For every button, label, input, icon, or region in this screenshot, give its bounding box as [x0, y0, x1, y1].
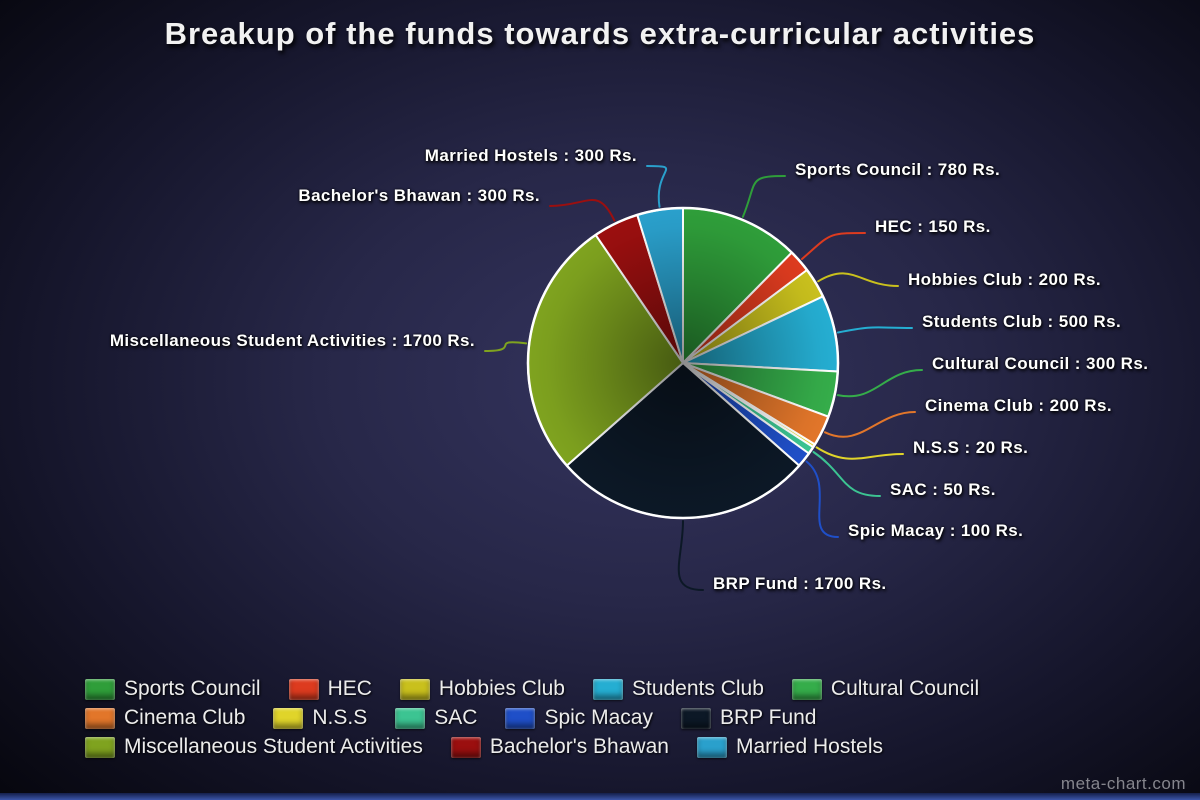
legend-swatch-cinema-club — [85, 707, 115, 729]
slice-callout-married-hostels: Married Hostels : 300 Rs. — [424, 146, 637, 165]
legend-item-cinema-club: Cinema Club — [85, 706, 245, 730]
leader-line-spic-macay — [805, 460, 839, 538]
legend-item-students-club: Students Club — [592, 677, 764, 701]
bottom-accent-strip — [0, 793, 1200, 800]
legend-item-sac: SAC — [395, 706, 477, 730]
pie-outline — [526, 206, 840, 520]
legend-swatch-cultural-council — [791, 678, 822, 700]
slice-callout-miscellaneous-student-activities: Miscellaneous Student Activities : 1700 … — [109, 331, 475, 350]
legend-swatch-bachelor-s-bhawan — [450, 736, 481, 758]
leader-line-hec — [801, 232, 866, 260]
slice-callout-sac: SAC : 50 Rs. — [890, 480, 996, 499]
legend-label: Miscellaneous Student Activities — [124, 735, 423, 758]
leader-lines — [484, 165, 923, 591]
legend-item-sports-council: Sports Council — [85, 677, 261, 701]
legend-row: Cinema Club N.S.S SAC Spic Macay BRP Fund — [85, 706, 979, 730]
chart-title: Breakup of the funds towards extra-curri… — [164, 16, 1036, 51]
legend-label: SAC — [434, 706, 478, 729]
chart-legend: Sports Council HEC Hobbies Club Students Cl… — [85, 677, 979, 759]
legend-label: Sports Council — [124, 677, 261, 700]
legend-item-miscellaneous-student-activities: Miscellaneous Student Activities — [85, 735, 423, 759]
legend-item-n-s-s: N.S.S — [273, 706, 367, 730]
legend-swatch-married-hostels — [696, 736, 727, 758]
leader-line-sac — [812, 451, 881, 497]
legend-row: Sports Council HEC Hobbies Club Students Cl… — [85, 677, 979, 701]
legend-label: Cultural Council — [830, 677, 980, 700]
slice-callout-hobbies-club: Hobbies Club : 200 Rs. — [908, 270, 1102, 289]
slice-callout-cinema-club: Cinema Club : 200 Rs. — [925, 396, 1112, 415]
legend-label: Students Club — [631, 677, 764, 700]
leader-line-miscellaneous-student-activities — [484, 341, 528, 352]
legend-label: BRP Fund — [719, 706, 817, 729]
slice-callout-hec: HEC : 150 Rs. — [875, 217, 991, 236]
slice-callout-students-club: Students Club : 500 Rs. — [922, 312, 1122, 331]
legend-swatch-hobbies-club — [399, 678, 430, 700]
legend-label: Hobbies Club — [438, 677, 565, 700]
slice-callout-cultural-council: Cultural Council : 300 Rs. — [932, 354, 1149, 373]
legend-swatch-sports-council — [85, 678, 115, 700]
pie-gloss-overlay — [526, 206, 840, 520]
leader-line-hobbies-club — [817, 272, 899, 287]
legend-label: Married Hostels — [735, 735, 883, 758]
leader-line-married-hostels — [646, 165, 668, 208]
leader-line-n-s-s — [815, 446, 904, 460]
legend-item-brp-fund: BRP Fund — [680, 706, 817, 730]
legend-swatch-sac — [395, 707, 426, 729]
legend-swatch-students-club — [592, 678, 623, 700]
pie-gloss — [529, 209, 837, 517]
legend-label: HEC — [327, 677, 372, 700]
legend-item-hec: HEC — [288, 677, 372, 701]
legend-label: Bachelor's Bhawan — [489, 735, 669, 758]
legend-swatch-hec — [288, 678, 319, 700]
slice-callout-sports-council: Sports Council : 780 Rs. — [795, 160, 1001, 179]
slice-callout-n-s-s: N.S.S : 20 Rs. — [913, 438, 1029, 457]
slice-callout-bachelor-s-bhawan: Bachelor's Bhawan : 300 Rs. — [298, 186, 540, 205]
leader-line-brp-fund — [677, 520, 704, 591]
legend-item-married-hostels: Married Hostels — [696, 735, 883, 759]
leader-line-bachelor-s-bhawan — [549, 199, 616, 222]
legend-item-hobbies-club: Hobbies Club — [399, 677, 565, 701]
watermark: meta-chart.com — [1060, 774, 1186, 793]
legend-label: Cinema Club — [124, 706, 246, 729]
leader-line-students-club — [837, 326, 913, 334]
legend-item-bachelor-s-bhawan: Bachelor's Bhawan — [450, 735, 669, 759]
legend-item-cultural-council: Cultural Council — [791, 677, 980, 701]
slice-callout-brp-fund: BRP Fund : 1700 Rs. — [713, 574, 887, 593]
leader-line-cultural-council — [836, 369, 923, 398]
legend-label: Spic Macay — [544, 706, 653, 729]
legend-label: N.S.S — [312, 706, 368, 729]
legend-item-spic-macay: Spic Macay — [505, 706, 653, 730]
legend-row: Miscellaneous Student Activities Bachelor… — [85, 735, 979, 759]
legend-swatch-miscellaneous-student-activities — [85, 736, 115, 758]
leader-line-cinema-club — [824, 411, 916, 438]
legend-swatch-spic-macay — [505, 707, 536, 729]
slice-callout-spic-macay: Spic Macay : 100 Rs. — [848, 521, 1024, 540]
legend-swatch-brp-fund — [680, 707, 711, 729]
leader-line-sports-council — [741, 175, 786, 218]
legend-swatch-n-s-s — [273, 707, 304, 729]
